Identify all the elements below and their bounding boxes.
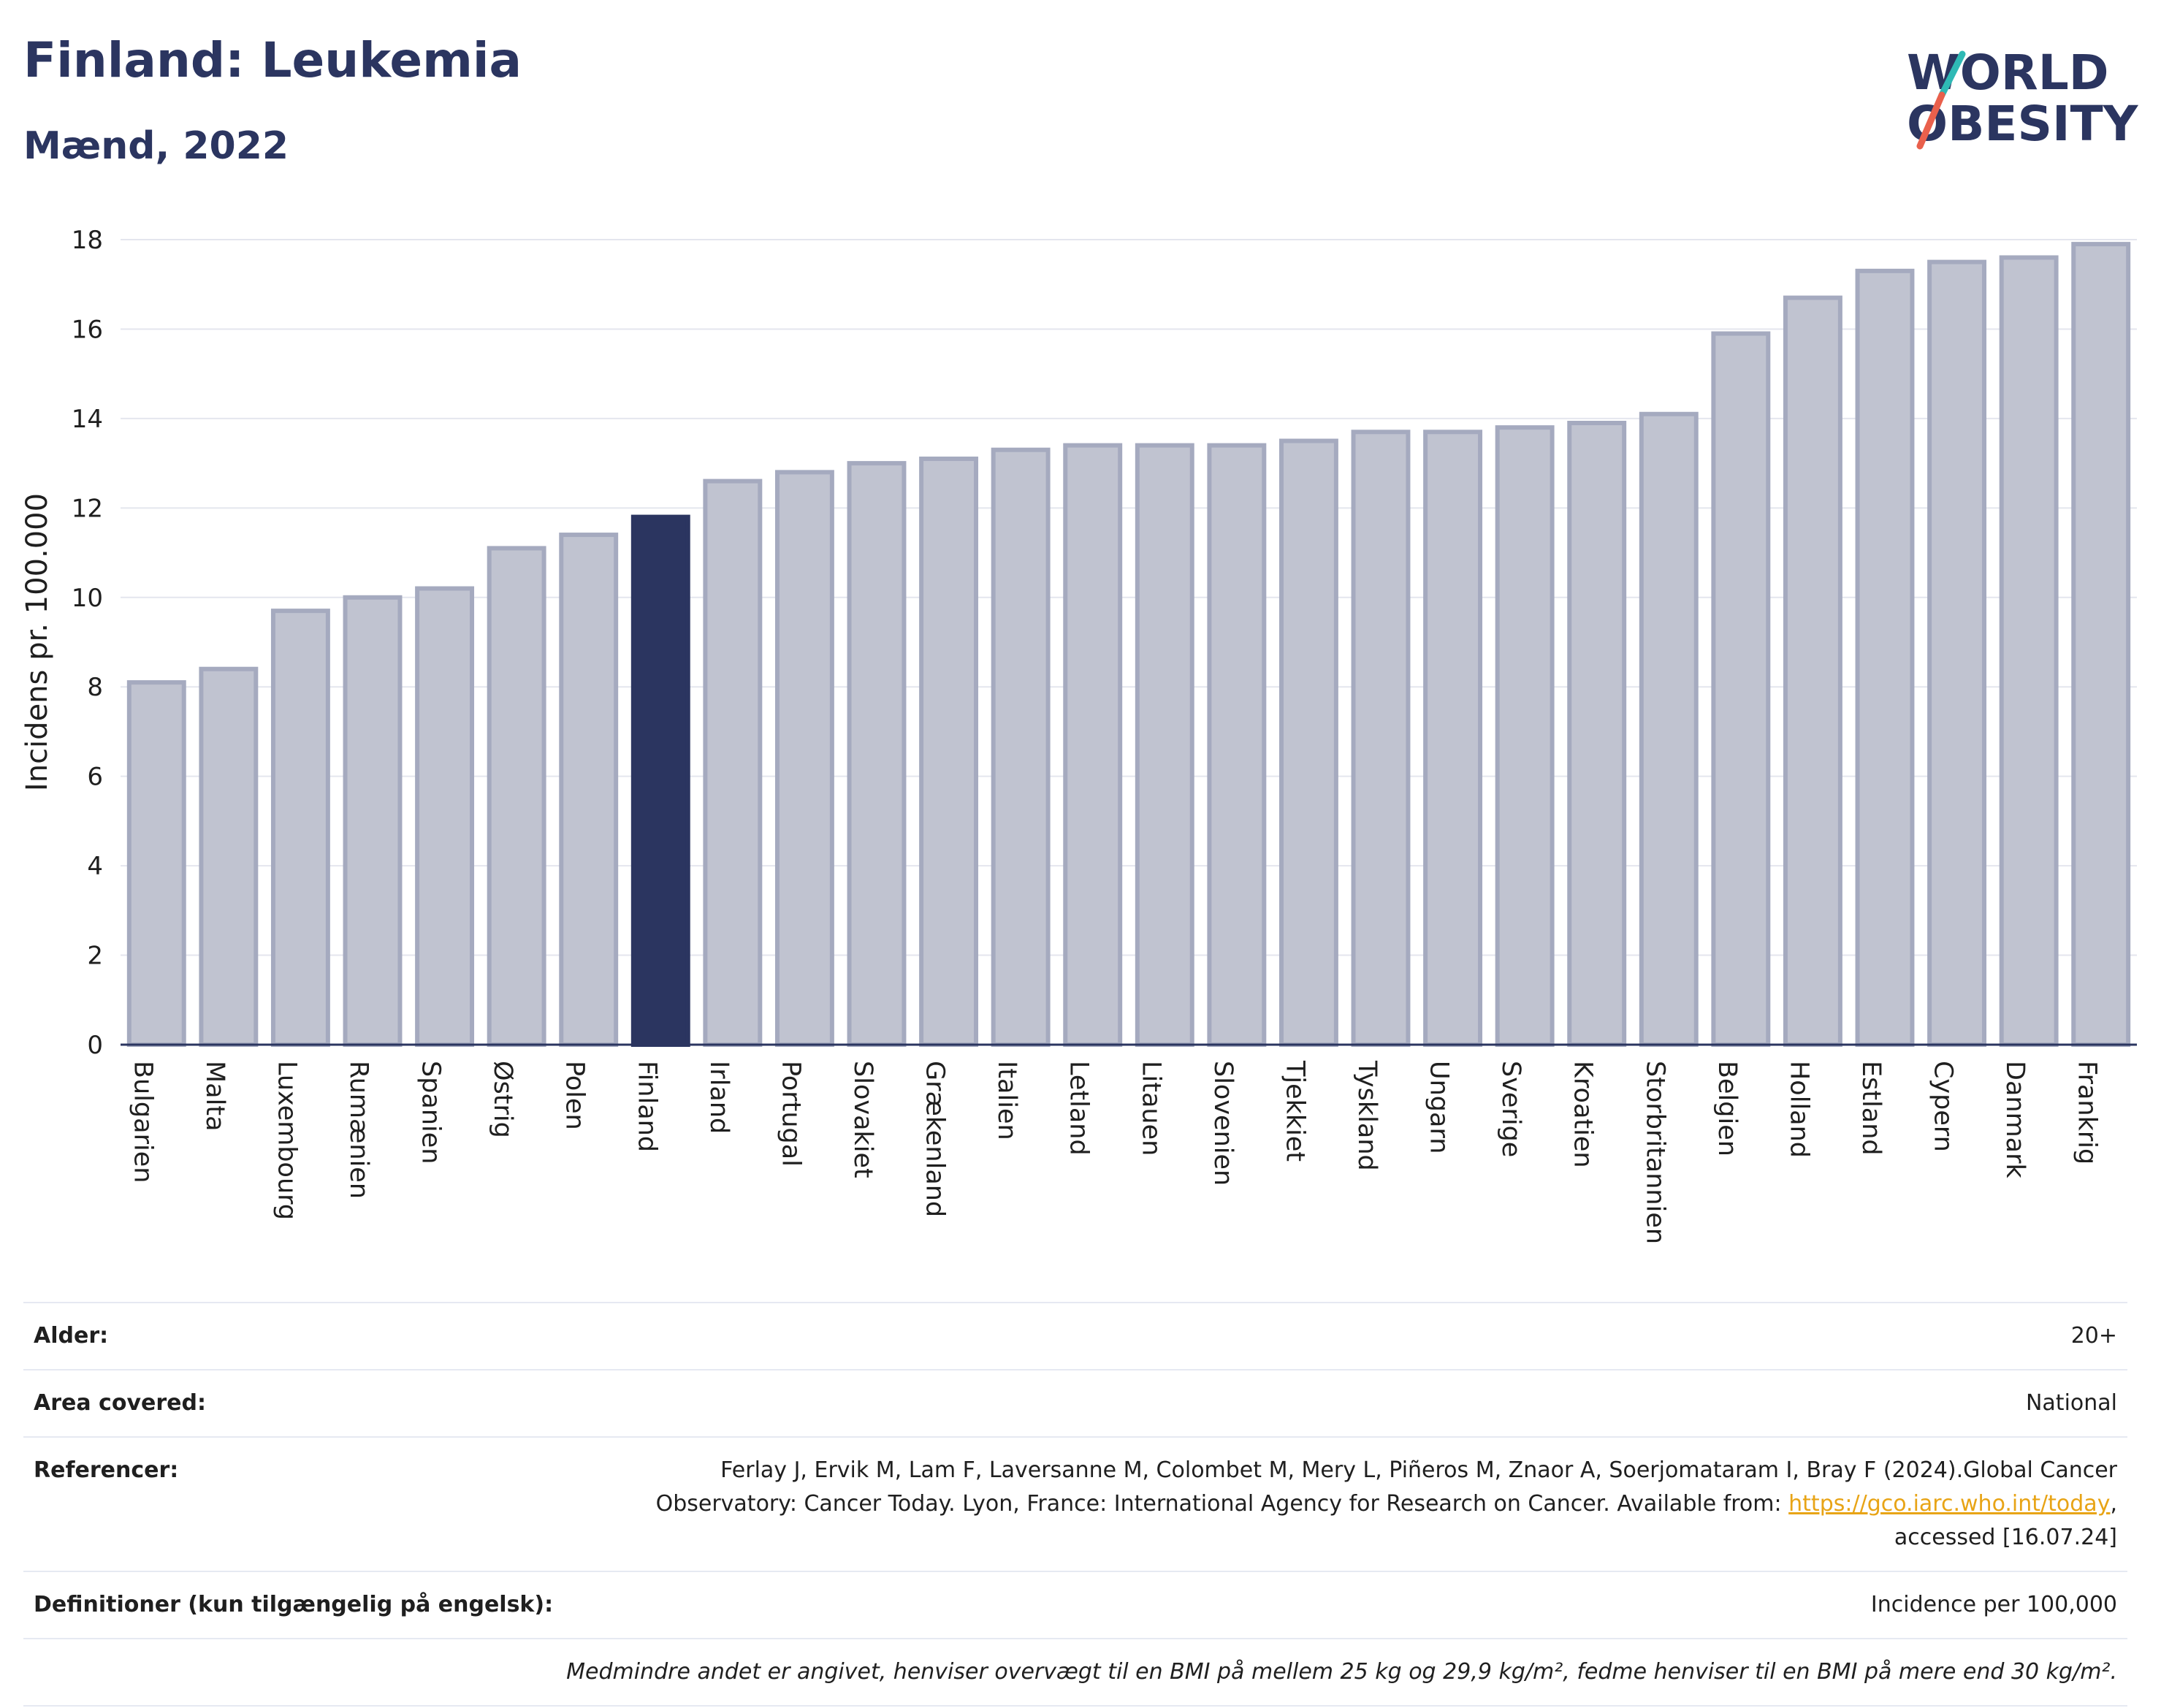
bar: [415, 586, 475, 1047]
x-tick-label: Bulgarien: [128, 1061, 157, 1183]
bar: [1639, 411, 1699, 1047]
bar: [559, 533, 619, 1048]
info-value-area: National: [614, 1369, 2127, 1438]
bar: [1207, 443, 1267, 1048]
logo-line1: WORLD: [1907, 45, 2109, 101]
page-title: Finland: Leukemia: [23, 32, 522, 88]
x-tick-label: Italien: [992, 1061, 1021, 1140]
labels: 0 2 4 6 8 10 12 14 16 18 Bulgarien Malta Luxembourg R…: [20, 226, 2102, 1244]
bar: [1855, 268, 1915, 1047]
bar: [343, 595, 403, 1047]
x-tick-label: Luxembourg: [272, 1061, 301, 1220]
x-tick-label: Estland: [1856, 1061, 1886, 1156]
info-row-note: Medmindre andet er angivet, henviser ove…: [23, 1638, 2127, 1707]
x-tick-label: Malta: [200, 1061, 229, 1132]
y-tick-label: 10: [72, 584, 103, 613]
world-obesity-logo: WORLD OBESITY: [1907, 45, 2139, 152]
logo-line2: OBESITY: [1907, 96, 2139, 152]
info-row-references: Referencer: Ferlay J, Ervik M, Lam F, La…: [23, 1436, 2127, 1572]
bar: [1567, 421, 1627, 1047]
x-tick-label: Finland: [632, 1061, 661, 1152]
bar: [919, 456, 979, 1047]
x-tick-label: Slovakiet: [848, 1061, 877, 1178]
page-subtitle: Mænd, 2022: [23, 124, 289, 168]
info-row-area: Area covered: National: [23, 1369, 2127, 1438]
reference-accessed: , accessed [16.07.24]: [1894, 1491, 2117, 1550]
bar: [1351, 430, 1411, 1047]
bar: [1927, 259, 1987, 1048]
x-tick-label: Letland: [1064, 1061, 1094, 1156]
info-value-references: Ferlay J, Ervik M, Lam F, Laversanne M, …: [614, 1436, 2127, 1572]
bars: [126, 242, 2131, 1048]
reference-text: Ferlay J, Ervik M, Lam F, Laversanne M, …: [655, 1457, 2117, 1517]
y-tick-label: 14: [72, 405, 103, 434]
x-tick-label: Storbritannien: [1640, 1061, 1669, 1244]
y-tick-label: 6: [87, 763, 103, 792]
info-row-age: Alder: 20+: [23, 1302, 2127, 1370]
info-value-definitions: Incidence per 100,000: [614, 1571, 2127, 1639]
bar: [1783, 295, 1842, 1048]
bar: [703, 479, 763, 1048]
bar: [1495, 425, 1555, 1047]
x-tick-label: Spanien: [416, 1061, 446, 1164]
bar-highlight: [630, 514, 690, 1048]
x-tick-label: Holland: [1784, 1061, 1813, 1158]
y-tick-label: 8: [87, 673, 103, 702]
bar: [774, 470, 834, 1048]
bar: [847, 461, 907, 1048]
y-axis-title: Incidens pr. 100.000: [20, 493, 54, 791]
y-tick-label: 2: [87, 942, 103, 971]
bar: [1135, 443, 1194, 1048]
bar: [270, 609, 330, 1047]
bar: [1278, 438, 1338, 1047]
bar-chart: 0 2 4 6 8 10 12 14 16 18 Bulgarien Malta Luxembourg R…: [20, 226, 2137, 1244]
bar: [1063, 443, 1123, 1048]
x-tick-label: Tyskland: [1352, 1060, 1381, 1171]
bar: [2071, 242, 2131, 1048]
y-tick-label: 16: [72, 315, 103, 344]
info-table: Alder: 20+ Area covered: National Refere…: [23, 1302, 2127, 1707]
x-tick-label: Irland: [704, 1061, 733, 1134]
info-label-definitions: Definitioner (kun tilgængelig på engelsk…: [23, 1571, 614, 1639]
y-tick-label: 18: [72, 226, 103, 255]
y-tick-label: 12: [72, 494, 103, 523]
x-tick-label: Rumænien: [344, 1061, 373, 1199]
y-tick-label: 4: [87, 852, 103, 881]
info-label-age: Alder:: [23, 1302, 614, 1370]
info-note: Medmindre andet er angivet, henviser ove…: [23, 1638, 2127, 1707]
bar: [199, 666, 259, 1047]
info-row-definitions: Definitioner (kun tilgængelig på engelsk…: [23, 1571, 2127, 1639]
y-tick-label: 0: [87, 1031, 103, 1060]
x-tick-label: Frankrig: [2073, 1061, 2102, 1164]
bar: [1711, 331, 1771, 1048]
x-tick-label: Østrig: [488, 1061, 517, 1138]
x-tick-label: Kroatien: [1569, 1061, 1598, 1168]
x-tick-label: Polen: [560, 1061, 590, 1130]
x-tick-label: Litauen: [1136, 1061, 1165, 1156]
info-value-age: 20+: [614, 1302, 2127, 1370]
x-tick-label: Tjekkiet: [1280, 1060, 1309, 1162]
x-tick-label: Belgien: [1712, 1061, 1742, 1156]
logo-accent-teal: [1938, 50, 1966, 99]
bar: [126, 680, 186, 1047]
info-label-references: Referencer:: [23, 1436, 614, 1572]
bar: [1999, 255, 2059, 1047]
logo-accent-coral: [1916, 91, 1945, 150]
bar: [487, 546, 546, 1047]
info-label-area: Area covered:: [23, 1369, 614, 1438]
x-tick-label: Portugal: [776, 1061, 805, 1167]
x-tick-label: Cypern: [1929, 1061, 1958, 1152]
x-tick-label: Grækenland: [921, 1061, 950, 1217]
x-tick-label: Danmark: [2000, 1061, 2029, 1179]
x-tick-label: Ungarn: [1425, 1061, 1454, 1154]
bar: [991, 447, 1051, 1047]
x-tick-label: Sverige: [1496, 1061, 1525, 1157]
reference-link[interactable]: https://gco.iarc.who.int/today: [1788, 1491, 2111, 1517]
bar: [1423, 430, 1483, 1047]
x-tick-label: Slovenien: [1208, 1061, 1238, 1186]
